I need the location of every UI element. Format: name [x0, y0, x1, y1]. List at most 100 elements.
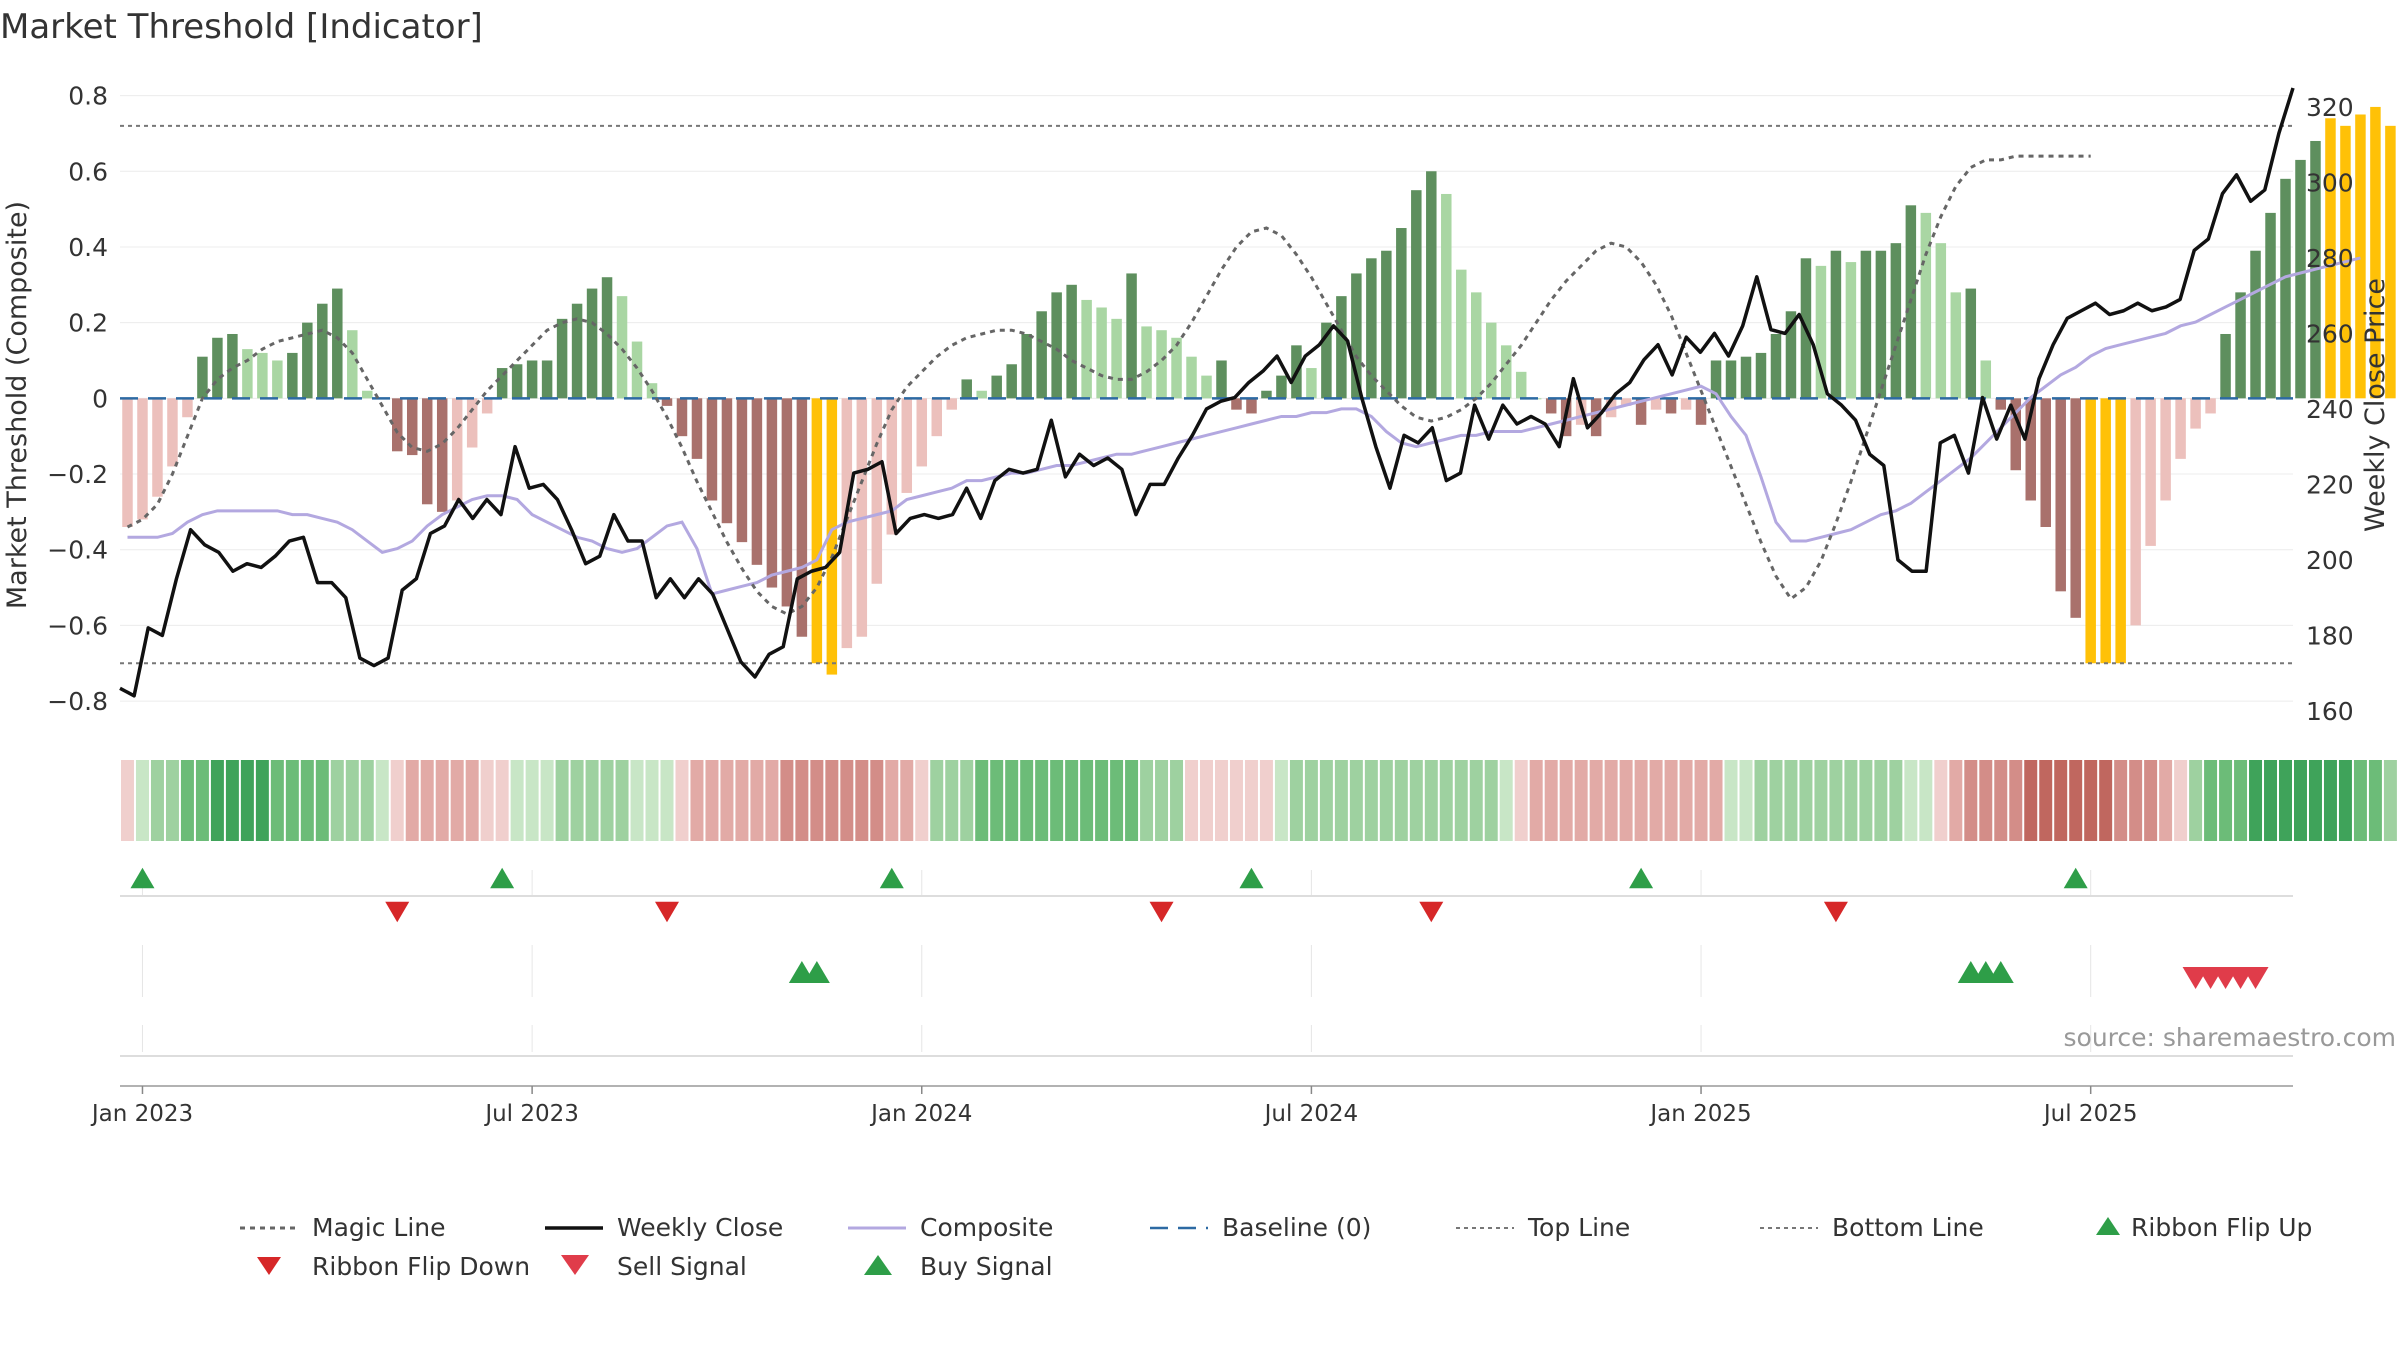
composite-bar	[616, 296, 628, 399]
composite-bar	[2280, 178, 2291, 399]
ribbon-cell	[975, 760, 989, 841]
x-tick-label: Jan 2024	[869, 1101, 972, 1127]
ribbon-cell	[2308, 760, 2322, 841]
ribbon-cell	[750, 760, 764, 841]
composite-bar	[766, 398, 778, 588]
composite-bar	[391, 398, 403, 452]
y-right-tick-label: 220	[2306, 470, 2354, 499]
composite-bar	[1695, 398, 1707, 425]
ribbon-cell	[2159, 760, 2173, 841]
ribbon-cell	[450, 760, 464, 841]
composite-bar	[811, 398, 823, 664]
composite-bar	[2040, 398, 2051, 527]
composite-bar	[1456, 269, 1467, 399]
composite-bar	[2055, 398, 2066, 592]
composite-bar	[826, 398, 838, 675]
ribbon-cell	[1110, 760, 1124, 841]
ribbon-cell	[780, 760, 794, 841]
composite-bar	[1441, 193, 1452, 399]
ribbon-cell	[2353, 760, 2367, 841]
ribbon-cell	[510, 760, 524, 841]
composite-bar	[1381, 250, 1392, 399]
composite-bar	[2145, 398, 2156, 546]
y-right-tick-label: 200	[2306, 546, 2354, 575]
composite-bar	[2235, 292, 2246, 399]
composite-bar	[526, 360, 538, 399]
composite-bar	[1845, 262, 1857, 399]
ribbon-cell	[990, 760, 1004, 841]
ribbon-cell	[1664, 760, 1678, 841]
x-tick-label: Jan 2023	[90, 1101, 193, 1127]
composite-bar	[781, 398, 793, 607]
legend-swatch-sell	[561, 1255, 589, 1275]
ribbon-cell	[315, 760, 329, 841]
ribbon-cell	[1499, 760, 1513, 841]
composite-bar	[2100, 398, 2111, 664]
composite-bar	[1740, 356, 1752, 399]
composite-bar	[287, 352, 298, 399]
composite-bar	[2160, 398, 2171, 501]
legend-swatch-buy	[864, 1255, 892, 1275]
ribbon-cell	[1050, 760, 1064, 841]
composite-bar	[122, 398, 133, 527]
composite-bar	[1635, 398, 1647, 425]
ribbon-cell	[930, 760, 944, 841]
composite-bar	[1665, 398, 1677, 414]
ribbon-cell	[210, 760, 224, 841]
composite-bar	[1830, 250, 1842, 399]
composite-bar	[661, 398, 673, 406]
y-axis-left-label: Market Threshold (Composite)	[2, 201, 33, 609]
composite-bar	[1426, 171, 1437, 399]
legend-swatch-flip-up	[2096, 1217, 2120, 1235]
composite-bar	[1156, 330, 1167, 399]
ribbon-cell	[1619, 760, 1633, 841]
ribbon-cell	[1379, 760, 1393, 841]
ribbon-cell	[555, 760, 569, 841]
y-left-tick-label: −0.8	[47, 687, 108, 716]
composite-bar	[1321, 322, 1332, 399]
y-left-tick-label: 0.6	[68, 157, 108, 186]
ribbon-cell	[390, 760, 404, 841]
composite-bar	[1545, 398, 1557, 414]
ribbon-cell	[2279, 760, 2292, 841]
composite-bar	[1995, 398, 2007, 410]
ribbon-cell	[600, 760, 614, 841]
ribbon-cell	[1439, 760, 1453, 841]
ribbon-cell	[2054, 760, 2068, 841]
ribbon-cell	[1529, 760, 1543, 841]
ribbon-cell	[1095, 760, 1109, 841]
ribbon-cell	[180, 760, 194, 841]
series-lines	[119, 87, 2361, 698]
ribbon-cell	[2174, 760, 2188, 841]
y-left-tick-label: −0.4	[47, 536, 108, 565]
ribbon-cell	[1904, 760, 1918, 841]
ribbon-cell	[135, 760, 149, 841]
y-left-tick-label: 0.8	[68, 82, 108, 111]
composite-bar	[137, 398, 148, 520]
weekly-close-line	[119, 87, 2295, 698]
composite-bar	[1785, 311, 1797, 399]
composite-bar	[1485, 322, 1497, 399]
composite-bar	[931, 398, 942, 437]
composite-bar	[1411, 190, 1422, 399]
ribbon-cell	[225, 760, 239, 841]
composite-bar	[1351, 273, 1362, 399]
composite-bar	[1306, 368, 1317, 399]
composite-bar	[1081, 299, 1092, 399]
legend-swatch-flip-down	[257, 1257, 281, 1275]
composite-bar	[1396, 228, 1407, 399]
ribbon-cell	[255, 760, 269, 841]
ribbon-cell	[945, 760, 959, 841]
composite-bar	[257, 352, 268, 399]
ribbon-cell	[630, 760, 644, 841]
ribbon-flip-up-marker	[879, 867, 904, 889]
ribbon-cell	[2114, 760, 2128, 841]
composite-bar	[676, 398, 688, 437]
ribbon-cell	[495, 760, 509, 841]
composite-bar	[197, 356, 208, 399]
ribbon-cell	[645, 760, 659, 841]
ribbon-cell	[1634, 760, 1648, 841]
composite-bar	[362, 390, 373, 399]
composite-bar	[1815, 265, 1827, 399]
composite-bar	[991, 375, 1002, 399]
